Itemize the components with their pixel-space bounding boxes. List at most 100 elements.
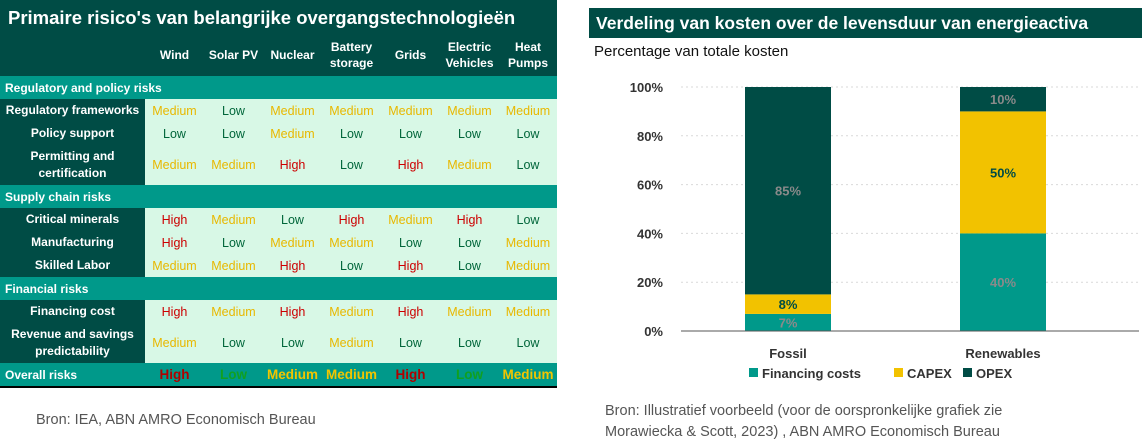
risk-cell: Medium: [322, 323, 381, 363]
column-header-electric-vehicles: Electric Vehicles: [440, 36, 499, 76]
y-tick-label: 100%: [630, 80, 664, 95]
row-label: Regulatory frameworks: [0, 99, 145, 122]
risk-cell: Low: [381, 231, 440, 254]
row-label-line: Financing cost: [30, 303, 115, 318]
header-corner: [0, 36, 145, 76]
risk-cell: High: [145, 300, 204, 323]
data-label: 8%: [779, 297, 798, 312]
y-tick-label: 20%: [637, 275, 663, 290]
legend-swatch: [894, 368, 903, 377]
bar-segment-renewables-financing-costs: [960, 233, 1046, 331]
risk-cell: Low: [440, 254, 499, 277]
section-row-financial-risks: Financial risks: [0, 277, 557, 300]
risk-cell: High: [263, 145, 322, 185]
risk-cell: Low: [499, 208, 557, 231]
cost-chart-panel: Verdeling van kosten over de levensduur …: [589, 0, 1147, 446]
overall-risk-cell: Medium: [322, 363, 381, 388]
overall-risk-cell: High: [145, 363, 204, 388]
risk-cell: High: [381, 145, 440, 185]
risk-cell: Medium: [145, 99, 204, 122]
risk-cell: Low: [381, 323, 440, 363]
row-label-line: predictability: [35, 344, 110, 358]
column-header-line: Heat: [514, 40, 541, 55]
risk-cell: Medium: [440, 99, 499, 122]
table-row: Revenue and savings predictability Medium L…: [0, 323, 557, 363]
column-header-line: Electric: [447, 40, 492, 55]
row-label: Financing cost: [0, 300, 145, 323]
risk-cell: Low: [440, 323, 499, 363]
risk-cell: Low: [263, 208, 322, 231]
column-header-line: Wind: [159, 48, 190, 63]
data-label: 7%: [779, 315, 798, 330]
risk-table-body: Regulatory and policy risks Regulatory fr…: [0, 76, 557, 388]
row-label: Critical minerals: [0, 208, 145, 231]
risk-cell: Medium: [263, 231, 322, 254]
risk-cell: Low: [145, 122, 204, 145]
column-header-line: storage: [329, 56, 374, 70]
table-row: Manufacturing High Low Medium Medium Low Low Me…: [0, 231, 557, 254]
section-row-regulatory-and-policy-risks: Regulatory and policy risks: [0, 76, 557, 99]
chart-source-line-2: Morawiecka & Scott, 2023) , ABN AMRO Eco…: [605, 424, 1000, 440]
x-tick-label: Renewables: [965, 346, 1040, 361]
risk-cell: Low: [322, 145, 381, 185]
risk-cell: Low: [204, 323, 263, 363]
risk-cell: Medium: [381, 208, 440, 231]
risk-cell: Low: [440, 231, 499, 254]
row-label: Policy support: [0, 122, 145, 145]
row-label-line: Permitting and: [30, 148, 115, 163]
risk-cell: Low: [263, 323, 322, 363]
risk-cell: High: [440, 208, 499, 231]
risk-cell: Medium: [381, 99, 440, 122]
overall-risk-cell: Medium: [263, 363, 322, 388]
table-row: Policy support Low Low Medium Low Low Low Low: [0, 122, 557, 145]
y-tick-label: 0%: [644, 324, 663, 339]
risk-cell: Medium: [499, 300, 557, 323]
data-label: 10%: [990, 92, 1016, 107]
section-title: Regulatory and policy risks: [0, 76, 557, 99]
risk-cell: Medium: [263, 99, 322, 122]
column-header-line: Grids: [394, 48, 427, 63]
risk-table-source: Bron: IEA, ABN AMRO Economisch Bureau: [36, 412, 316, 428]
risk-cell: Medium: [145, 323, 204, 363]
risk-cell: High: [145, 208, 204, 231]
row-label: Permitting and certification: [0, 145, 145, 185]
chart-source-line-1: Bron: Illustratief voorbeeld (voor de oo…: [605, 403, 1003, 419]
risk-cell: Medium: [145, 145, 204, 185]
legend-label: Financing costs: [762, 366, 861, 381]
legend-swatch: [963, 368, 972, 377]
bar-segment-renewables-capex: [960, 111, 1046, 234]
row-label-line: certification: [38, 166, 107, 180]
column-header-battery-storage: Battery storage: [322, 36, 381, 76]
row-label-line: Revenue and savings: [11, 326, 134, 341]
bar-segment-renewables-opex: [960, 87, 1046, 112]
column-header-nuclear: Nuclear: [263, 36, 322, 76]
risk-cell: High: [381, 300, 440, 323]
x-tick-label: Fossil: [769, 346, 807, 361]
risk-cell: Low: [322, 122, 381, 145]
risk-cell: Medium: [499, 99, 557, 122]
section-title: Financial risks: [0, 277, 557, 300]
y-tick-label: 80%: [637, 129, 663, 144]
section-title: Supply chain risks: [0, 185, 557, 208]
legend-swatch: [749, 368, 758, 377]
risk-cell: Medium: [440, 145, 499, 185]
risk-table: Wind Solar PV Nuclear Battery storage Grids El…: [0, 36, 557, 388]
table-row: Financing cost High Medium High Medium High Me…: [0, 300, 557, 323]
section-row-supply-chain-risks: Supply chain risks: [0, 185, 557, 208]
risk-cell: Low: [204, 231, 263, 254]
row-label-line: Critical minerals: [25, 211, 120, 226]
risk-cell: Low: [499, 145, 557, 185]
table-row: Regulatory frameworks Medium Low Medium Medi…: [0, 99, 557, 122]
risk-cell: Medium: [322, 300, 381, 323]
table-row: Permitting and certification Medium Medium H…: [0, 145, 557, 185]
risk-cell: Low: [204, 99, 263, 122]
column-header-grids: Grids: [381, 36, 440, 76]
row-label-line: Manufacturing: [31, 234, 114, 249]
chart-subtitle: Percentage van totale kosten: [594, 43, 789, 60]
data-label: 50%: [990, 165, 1016, 180]
legend-label: OPEX: [976, 366, 1012, 381]
column-header-wind: Wind: [145, 36, 204, 76]
column-header-line: Nuclear: [270, 48, 315, 63]
column-header-heat-pumps: Heat Pumps: [499, 36, 557, 76]
y-tick-label: 40%: [637, 226, 663, 241]
